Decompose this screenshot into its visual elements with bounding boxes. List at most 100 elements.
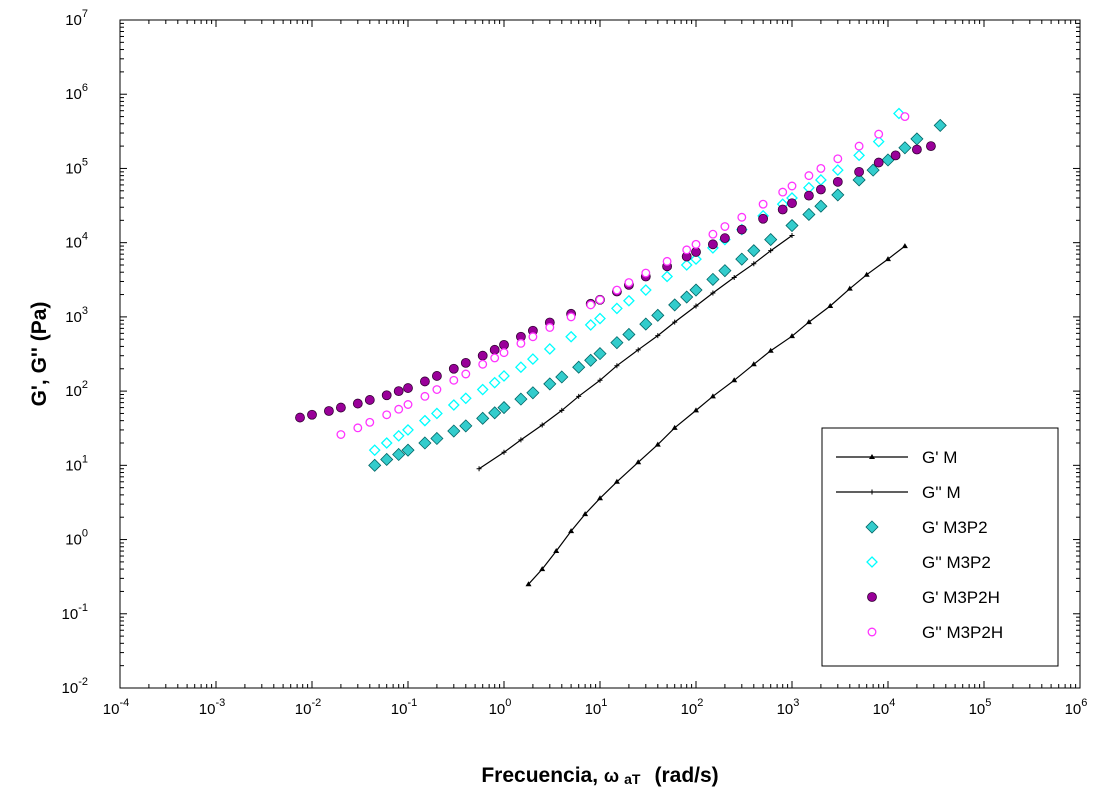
data-point — [381, 390, 392, 401]
data-point — [863, 271, 870, 277]
data-point — [873, 157, 884, 168]
data-point — [831, 188, 845, 202]
data-point — [401, 443, 415, 457]
data-point — [516, 338, 526, 348]
data-point — [528, 332, 538, 342]
data-point — [526, 353, 539, 366]
data-point — [846, 285, 853, 291]
data-point — [814, 199, 828, 213]
data-point — [802, 207, 816, 222]
data-point — [735, 252, 749, 266]
data-series — [295, 107, 947, 587]
data-point — [610, 302, 623, 315]
data-point — [789, 333, 795, 339]
data-point — [499, 348, 509, 358]
data-point — [565, 330, 578, 343]
data-point — [525, 581, 532, 587]
data-point — [804, 171, 814, 181]
data-point — [613, 478, 620, 484]
y-tick-label: 100 — [65, 528, 88, 549]
legend-box — [821, 427, 1059, 667]
data-point — [768, 248, 774, 254]
data-point — [708, 239, 718, 250]
data-point — [476, 466, 482, 472]
data-point — [514, 392, 528, 406]
data-point — [816, 163, 826, 173]
legend-label: G'' M3P2H — [922, 623, 1003, 642]
data-point — [545, 323, 555, 332]
data-point — [815, 184, 826, 195]
data-point — [874, 129, 884, 139]
data-point — [614, 363, 620, 369]
data-point — [539, 422, 545, 428]
data-point — [719, 233, 730, 244]
data-point — [691, 239, 701, 249]
data-point — [518, 437, 524, 443]
legend-marker — [869, 489, 875, 495]
y-tick-label: 101 — [65, 453, 88, 474]
data-point — [709, 393, 716, 399]
data-point — [731, 377, 738, 383]
x-axis-title: Frecuencia, ω aT (rad/s) — [481, 764, 718, 787]
data-point — [448, 363, 459, 374]
data-point — [582, 511, 589, 517]
series-line — [528, 245, 906, 585]
data-point — [777, 204, 788, 215]
data-point — [497, 401, 511, 415]
data-point — [430, 407, 443, 420]
data-point — [324, 406, 334, 416]
data-point — [380, 452, 394, 467]
data-point — [624, 278, 634, 288]
x-axis-title-omega: ω — [604, 766, 619, 786]
legend-label: G' M3P2H — [922, 588, 1000, 607]
data-point — [682, 245, 692, 255]
legend-marker — [866, 556, 878, 568]
data-point — [420, 391, 430, 401]
data-point — [767, 347, 774, 353]
data-point — [731, 274, 737, 280]
data-point — [693, 407, 699, 413]
data-point — [368, 444, 381, 457]
data-point — [403, 400, 413, 409]
data-point — [449, 375, 459, 385]
data-point — [787, 181, 797, 191]
data-point — [639, 317, 653, 331]
legend-marker — [867, 627, 877, 637]
data-point — [737, 212, 747, 222]
series-0 — [525, 243, 908, 587]
y-tick-label: 102 — [65, 379, 88, 400]
data-point — [572, 360, 586, 374]
data-point — [693, 303, 699, 309]
data-point — [477, 350, 488, 361]
data-point — [403, 383, 413, 393]
y-tick-label: 103 — [65, 305, 88, 326]
data-point — [432, 385, 442, 394]
data-point — [789, 232, 795, 238]
data-point — [498, 370, 510, 382]
x-tick-label: 101 — [585, 697, 608, 718]
data-point — [911, 144, 922, 155]
data-point — [785, 218, 799, 233]
legend-label: G' M3P2 — [922, 518, 988, 537]
data-point — [866, 163, 880, 177]
data-point — [854, 141, 864, 151]
legend: G' M G'' M G' M3P2 G'' M3P2 G' M3P2H G'' M3P2… — [821, 427, 1059, 667]
data-point — [584, 318, 597, 331]
data-point — [392, 447, 406, 462]
y-tick-label: 10-2 — [62, 676, 88, 697]
data-point — [654, 441, 661, 447]
data-point — [365, 417, 375, 427]
y-axis-title: G', G'' (Pa) — [28, 302, 51, 407]
legend-item: G'' M3P2 — [866, 553, 991, 572]
data-point — [380, 437, 393, 449]
data-point — [680, 290, 694, 304]
data-point — [706, 272, 720, 286]
x-tick-label: 104 — [873, 697, 896, 718]
y-tick-label: 10-1 — [62, 602, 88, 623]
data-point — [559, 407, 565, 413]
data-point — [566, 312, 576, 322]
data-point — [393, 386, 404, 397]
data-point — [764, 233, 778, 247]
data-point — [447, 399, 460, 411]
series-2 — [368, 118, 947, 472]
